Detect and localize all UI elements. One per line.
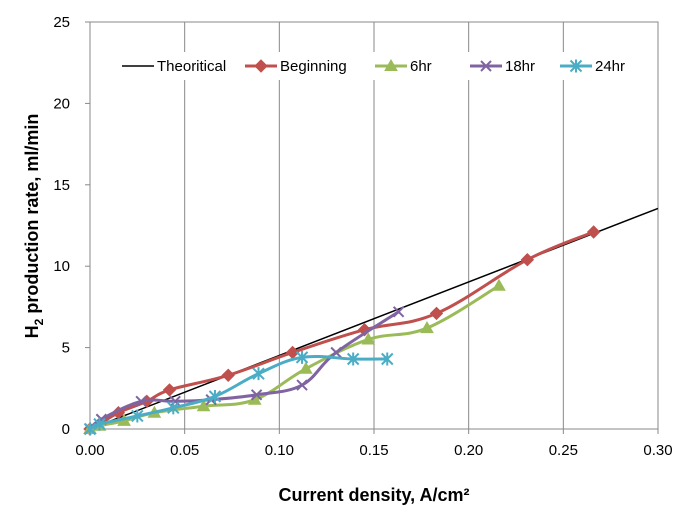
grid-lines — [85, 21, 659, 434]
data-point-18hr — [392, 306, 405, 318]
y-axis-title: H2 production rate, ml/min — [22, 114, 46, 339]
series-lines — [83, 207, 659, 436]
data-point-24hr — [167, 401, 180, 415]
x-tick-label: 0.00 — [75, 442, 104, 459]
data-point-18hr — [330, 346, 342, 359]
data-point-18hr — [135, 395, 147, 408]
y-axis-title-subscript: 2 — [32, 318, 46, 325]
data-point-24hr — [346, 352, 360, 366]
legend-marker-24hr — [569, 59, 583, 73]
x-tick-label: 0.20 — [454, 442, 483, 459]
legend: Theoritical Beginning 6hr 18hr 24hr — [122, 58, 625, 75]
data-point-24hr — [83, 422, 97, 436]
data-point-beginning — [162, 383, 177, 397]
legend-label-theoritical: Theoritical — [157, 58, 226, 75]
legend-label-beginning: Beginning — [280, 58, 347, 75]
x-tick-label: 0.05 — [170, 442, 199, 459]
plot-area-border — [89, 21, 659, 430]
y-tick-label: 5 — [62, 340, 70, 357]
series-line-6hr — [89, 284, 500, 431]
data-point-24hr — [131, 409, 144, 423]
data-point-24hr — [208, 389, 222, 403]
y-tick-label: 20 — [53, 95, 70, 112]
y-tick-label: 25 — [53, 14, 70, 31]
y-axis-title-main: H — [22, 325, 42, 338]
data-point-6hr — [361, 332, 376, 345]
legend-label-18hr: 18hr — [505, 58, 535, 75]
data-point-6hr — [196, 399, 211, 412]
y-tick-label: 10 — [53, 258, 70, 275]
x-tick-label: 0.25 — [549, 442, 578, 459]
legend-label-24hr: 24hr — [595, 58, 625, 75]
data-point-24hr — [93, 417, 106, 431]
x-tick-label: 0.15 — [359, 442, 388, 459]
legend-marker-18hr — [480, 60, 492, 72]
legend-marker-6hr — [384, 58, 398, 71]
data-point-beginning — [520, 252, 535, 267]
data-point-6hr — [492, 278, 506, 291]
data-point-beginning — [586, 225, 601, 239]
y-tick-label: 0 — [62, 421, 70, 438]
tick-labels: 0.00 0.05 0.10 0.15 0.20 0.25 0.30 0 5 10 15 20 25 — [53, 14, 672, 459]
x-tick-label: 0.10 — [265, 442, 294, 459]
legend-marker-beginning — [254, 59, 268, 73]
data-point-beginning — [429, 306, 444, 321]
data-point-24hr — [381, 352, 394, 366]
data-point-18hr — [250, 389, 263, 401]
data-point-18hr — [169, 395, 181, 408]
data-point-6hr — [298, 361, 313, 374]
y-tick-label: 15 — [53, 177, 70, 194]
data-point-beginning — [221, 368, 235, 382]
data-point-6hr — [420, 321, 434, 334]
data-point-24hr — [295, 350, 309, 364]
x-tick-label: 0.30 — [643, 442, 672, 459]
y-axis-title-rest: production rate, ml/min — [22, 114, 42, 319]
data-point-24hr — [252, 367, 265, 381]
legend-label-6hr: 6hr — [410, 58, 432, 75]
data-point-18hr — [296, 379, 308, 391]
x-axis-title: Current density, A/cm² — [278, 485, 469, 505]
